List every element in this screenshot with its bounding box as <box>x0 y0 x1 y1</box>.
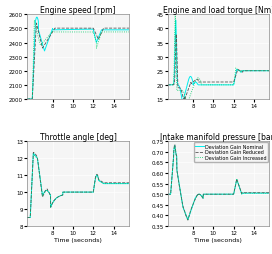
Deviation Gain Nominal <box>166 193 170 196</box>
X-axis label: Time (seconds): Time (seconds) <box>54 236 102 242</box>
Deviation Gain Reduced <box>173 144 176 147</box>
Deviation Gain Nominal <box>161 193 164 196</box>
Deviation Gain Reduced <box>270 192 272 195</box>
Deviation Gain Nominal <box>249 192 252 195</box>
Deviation Gain Reduced <box>215 193 219 196</box>
Line: Deviation Gain Increased: Deviation Gain Increased <box>162 147 272 230</box>
Deviation Gain Nominal <box>212 193 216 196</box>
Deviation Gain Increased <box>161 228 164 231</box>
Legend: Deviation Gain Nominal, Deviation Gain Reduced, Deviation Gain Increased: Deviation Gain Nominal, Deviation Gain R… <box>194 143 268 162</box>
Deviation Gain Nominal <box>270 192 272 195</box>
Deviation Gain Nominal <box>215 193 219 196</box>
Deviation Gain Increased <box>173 145 176 148</box>
Deviation Gain Nominal <box>186 218 190 221</box>
Deviation Gain Reduced <box>212 193 216 196</box>
Deviation Gain Increased <box>249 192 252 195</box>
Deviation Gain Increased <box>215 193 219 196</box>
Title: Engine speed [rpm]: Engine speed [rpm] <box>40 6 116 14</box>
Title: Engine and load torque [Nm]: Engine and load torque [Nm] <box>163 6 272 14</box>
Deviation Gain Increased <box>166 193 170 196</box>
Deviation Gain Reduced <box>249 192 252 195</box>
Title: Intake manifold pressure [bar]: Intake manifold pressure [bar] <box>160 132 272 141</box>
Deviation Gain Increased <box>270 192 272 195</box>
Deviation Gain Nominal <box>270 192 272 195</box>
X-axis label: Time (seconds): Time (seconds) <box>194 236 242 242</box>
Deviation Gain Reduced <box>270 192 272 195</box>
Deviation Gain Reduced <box>161 228 164 231</box>
Line: Deviation Gain Reduced: Deviation Gain Reduced <box>162 145 272 230</box>
Line: Deviation Gain Nominal: Deviation Gain Nominal <box>162 146 272 220</box>
Title: Throttle angle [deg]: Throttle angle [deg] <box>40 132 116 141</box>
Deviation Gain Increased <box>212 193 216 196</box>
Deviation Gain Increased <box>270 192 272 195</box>
Deviation Gain Reduced <box>166 193 170 196</box>
Deviation Gain Nominal <box>173 145 176 148</box>
